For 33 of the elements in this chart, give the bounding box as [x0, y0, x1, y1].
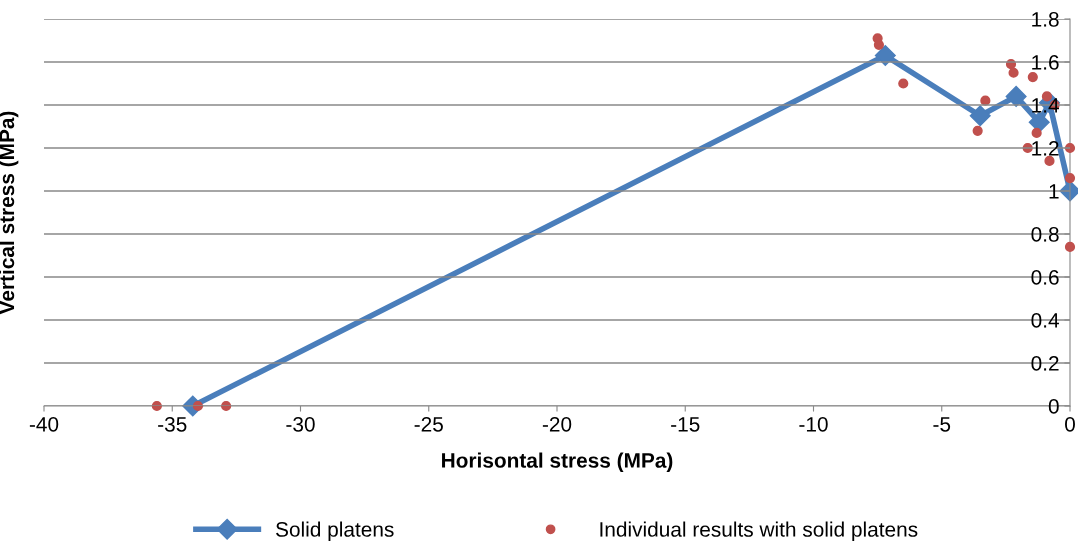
y-tick-label: 1.6: [1032, 55, 1059, 70]
y-tick-label: 1.2: [1032, 141, 1059, 156]
point: [1005, 85, 1027, 107]
y-tick-label: 1.8: [1032, 12, 1059, 27]
point: [1027, 71, 1038, 83]
point: [1028, 111, 1050, 133]
x-tick-label: -30: [286, 416, 315, 432]
x-tick-label: -25: [414, 416, 443, 432]
point: [898, 78, 909, 89]
y-tick-label: 0: [1048, 399, 1059, 414]
point: [1031, 127, 1042, 139]
point: [874, 45, 896, 67]
point: [972, 125, 983, 136]
y-tick-label: 0.2: [1031, 356, 1059, 371]
point: [1064, 241, 1076, 252]
x-tick-label: -40: [29, 416, 59, 432]
x-tick-label: -35: [158, 416, 187, 432]
y-tick-label: 1: [1049, 184, 1059, 199]
point: [1064, 173, 1076, 184]
legend-label: Individual results with solid platens: [600, 521, 918, 541]
point: [1008, 67, 1019, 78]
point: [969, 105, 991, 127]
legend-label: Solid platens: [276, 521, 394, 541]
y-tick-label: 0.6: [1031, 270, 1059, 285]
x-tick-label: -10: [799, 416, 828, 432]
point: [1044, 155, 1055, 166]
x-tick-label: -5: [933, 417, 951, 432]
x-axis-title: Horisontal stress (MPa): [442, 452, 673, 472]
y-tick-label: 0.8: [1031, 227, 1059, 242]
x-tick-label: 0: [1065, 416, 1075, 432]
x-tick-label: -15: [671, 417, 700, 432]
y-tick-label: 0.4: [1031, 313, 1059, 328]
x-tick-label: -20: [542, 416, 572, 432]
